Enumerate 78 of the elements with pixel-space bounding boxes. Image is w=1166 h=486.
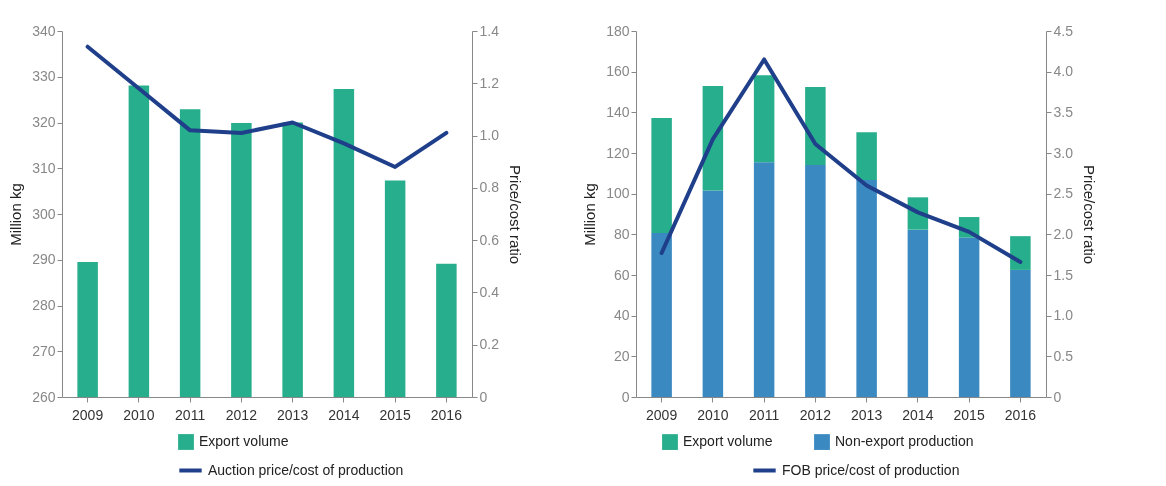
y2-tick-label: 1.2 <box>479 74 500 91</box>
y2-tick-label: 3.0 <box>1053 144 1074 161</box>
y2-tick-label: 0.4 <box>479 283 500 300</box>
bar <box>651 232 672 397</box>
legend-label: Export volume <box>683 433 773 450</box>
y2-axis-title: Price/cost ratio <box>1080 164 1098 265</box>
x-tick-label: 2012 <box>225 406 258 423</box>
y-tick-label: 290 <box>32 251 56 268</box>
legend-label: Non-export production <box>835 433 974 450</box>
y-tick-label: 260 <box>32 388 56 405</box>
x-tick-label: 2011 <box>749 406 780 423</box>
bar <box>856 180 877 397</box>
y-tick-label: 140 <box>606 103 630 120</box>
y-axis-title: Million kg <box>581 183 599 246</box>
x-tick-label: 2012 <box>799 406 832 423</box>
legend-label: Export volume <box>199 433 289 449</box>
y-axis-title: Million kg <box>7 183 25 246</box>
x-tick-label: 2009 <box>646 406 678 423</box>
y2-tick-label: 0.5 <box>1053 347 1074 364</box>
y2-tick-label: 1.0 <box>479 127 500 144</box>
y2-tick-label: 0.8 <box>479 179 500 196</box>
y2-tick-label: 3.5 <box>1053 103 1074 120</box>
bar <box>651 118 672 233</box>
y-tick-label: 320 <box>32 114 56 130</box>
y-tick-label: 20 <box>613 347 630 364</box>
y-tick-label: 80 <box>613 225 630 242</box>
x-tick-label: 2016 <box>1004 406 1037 423</box>
y-tick-label: 120 <box>606 144 630 161</box>
y2-tick-label: 2.0 <box>1053 225 1074 242</box>
bar <box>805 87 826 165</box>
y2-tick-label: 2.5 <box>1053 185 1074 202</box>
bar <box>702 86 724 191</box>
bar <box>907 229 929 397</box>
y-tick-label: 340 <box>32 22 56 39</box>
bar <box>958 237 980 397</box>
x-tick-label: 2011 <box>175 406 206 423</box>
bar <box>856 132 877 181</box>
bar <box>753 75 775 163</box>
bar <box>753 162 775 397</box>
x-tick-label: 2014 <box>328 406 360 423</box>
x-tick-label: 2015 <box>379 406 411 423</box>
x-tick-label: 2013 <box>277 406 309 423</box>
y2-axis-title: Price/cost ratio <box>506 164 524 265</box>
y-tick-label: 270 <box>32 342 56 359</box>
y-tick-label: 300 <box>32 205 56 222</box>
y-tick-label: 280 <box>32 297 56 313</box>
y2-tick-label: 1.5 <box>1053 266 1074 283</box>
y-tick-label: 180 <box>606 22 630 39</box>
y2-tick-label: 1.4 <box>479 22 500 39</box>
y-tick-label: 0 <box>621 388 630 405</box>
bar <box>1010 269 1031 397</box>
y2-tick-label: 1.0 <box>1053 307 1074 324</box>
line-series <box>659 57 1023 264</box>
x-tick-label: 2009 <box>72 406 104 423</box>
y-tick-label: 60 <box>613 266 630 283</box>
x-tick-label: 2010 <box>697 406 729 423</box>
x-tick-label: 2016 <box>430 406 463 423</box>
legend-label: Auction price/cost of production <box>208 461 404 478</box>
bar <box>702 190 724 397</box>
y-tick-label: 160 <box>606 63 630 80</box>
x-tick-label: 2013 <box>851 406 883 423</box>
y-tick-label: 40 <box>613 307 630 324</box>
y2-tick-label: 0.2 <box>479 336 500 353</box>
x-tick-label: 2010 <box>123 406 155 423</box>
y2-tick-label: 4.5 <box>1053 22 1074 39</box>
y-tick-label: 310 <box>32 159 56 176</box>
y-tick-label: 100 <box>606 185 630 202</box>
x-tick-label: 2014 <box>902 406 934 423</box>
y2-tick-label: 0 <box>1053 388 1062 405</box>
x-tick-label: 2015 <box>953 406 985 423</box>
y2-tick-label: 4.0 <box>1053 63 1074 80</box>
line-series <box>85 44 449 169</box>
y-tick-label: 330 <box>32 68 56 85</box>
y2-tick-label: 0 <box>479 388 488 405</box>
legend-label: FOB price/cost of production <box>782 461 960 478</box>
bar <box>805 165 826 397</box>
bar <box>1010 236 1031 270</box>
y2-tick-label: 0.6 <box>479 231 500 248</box>
